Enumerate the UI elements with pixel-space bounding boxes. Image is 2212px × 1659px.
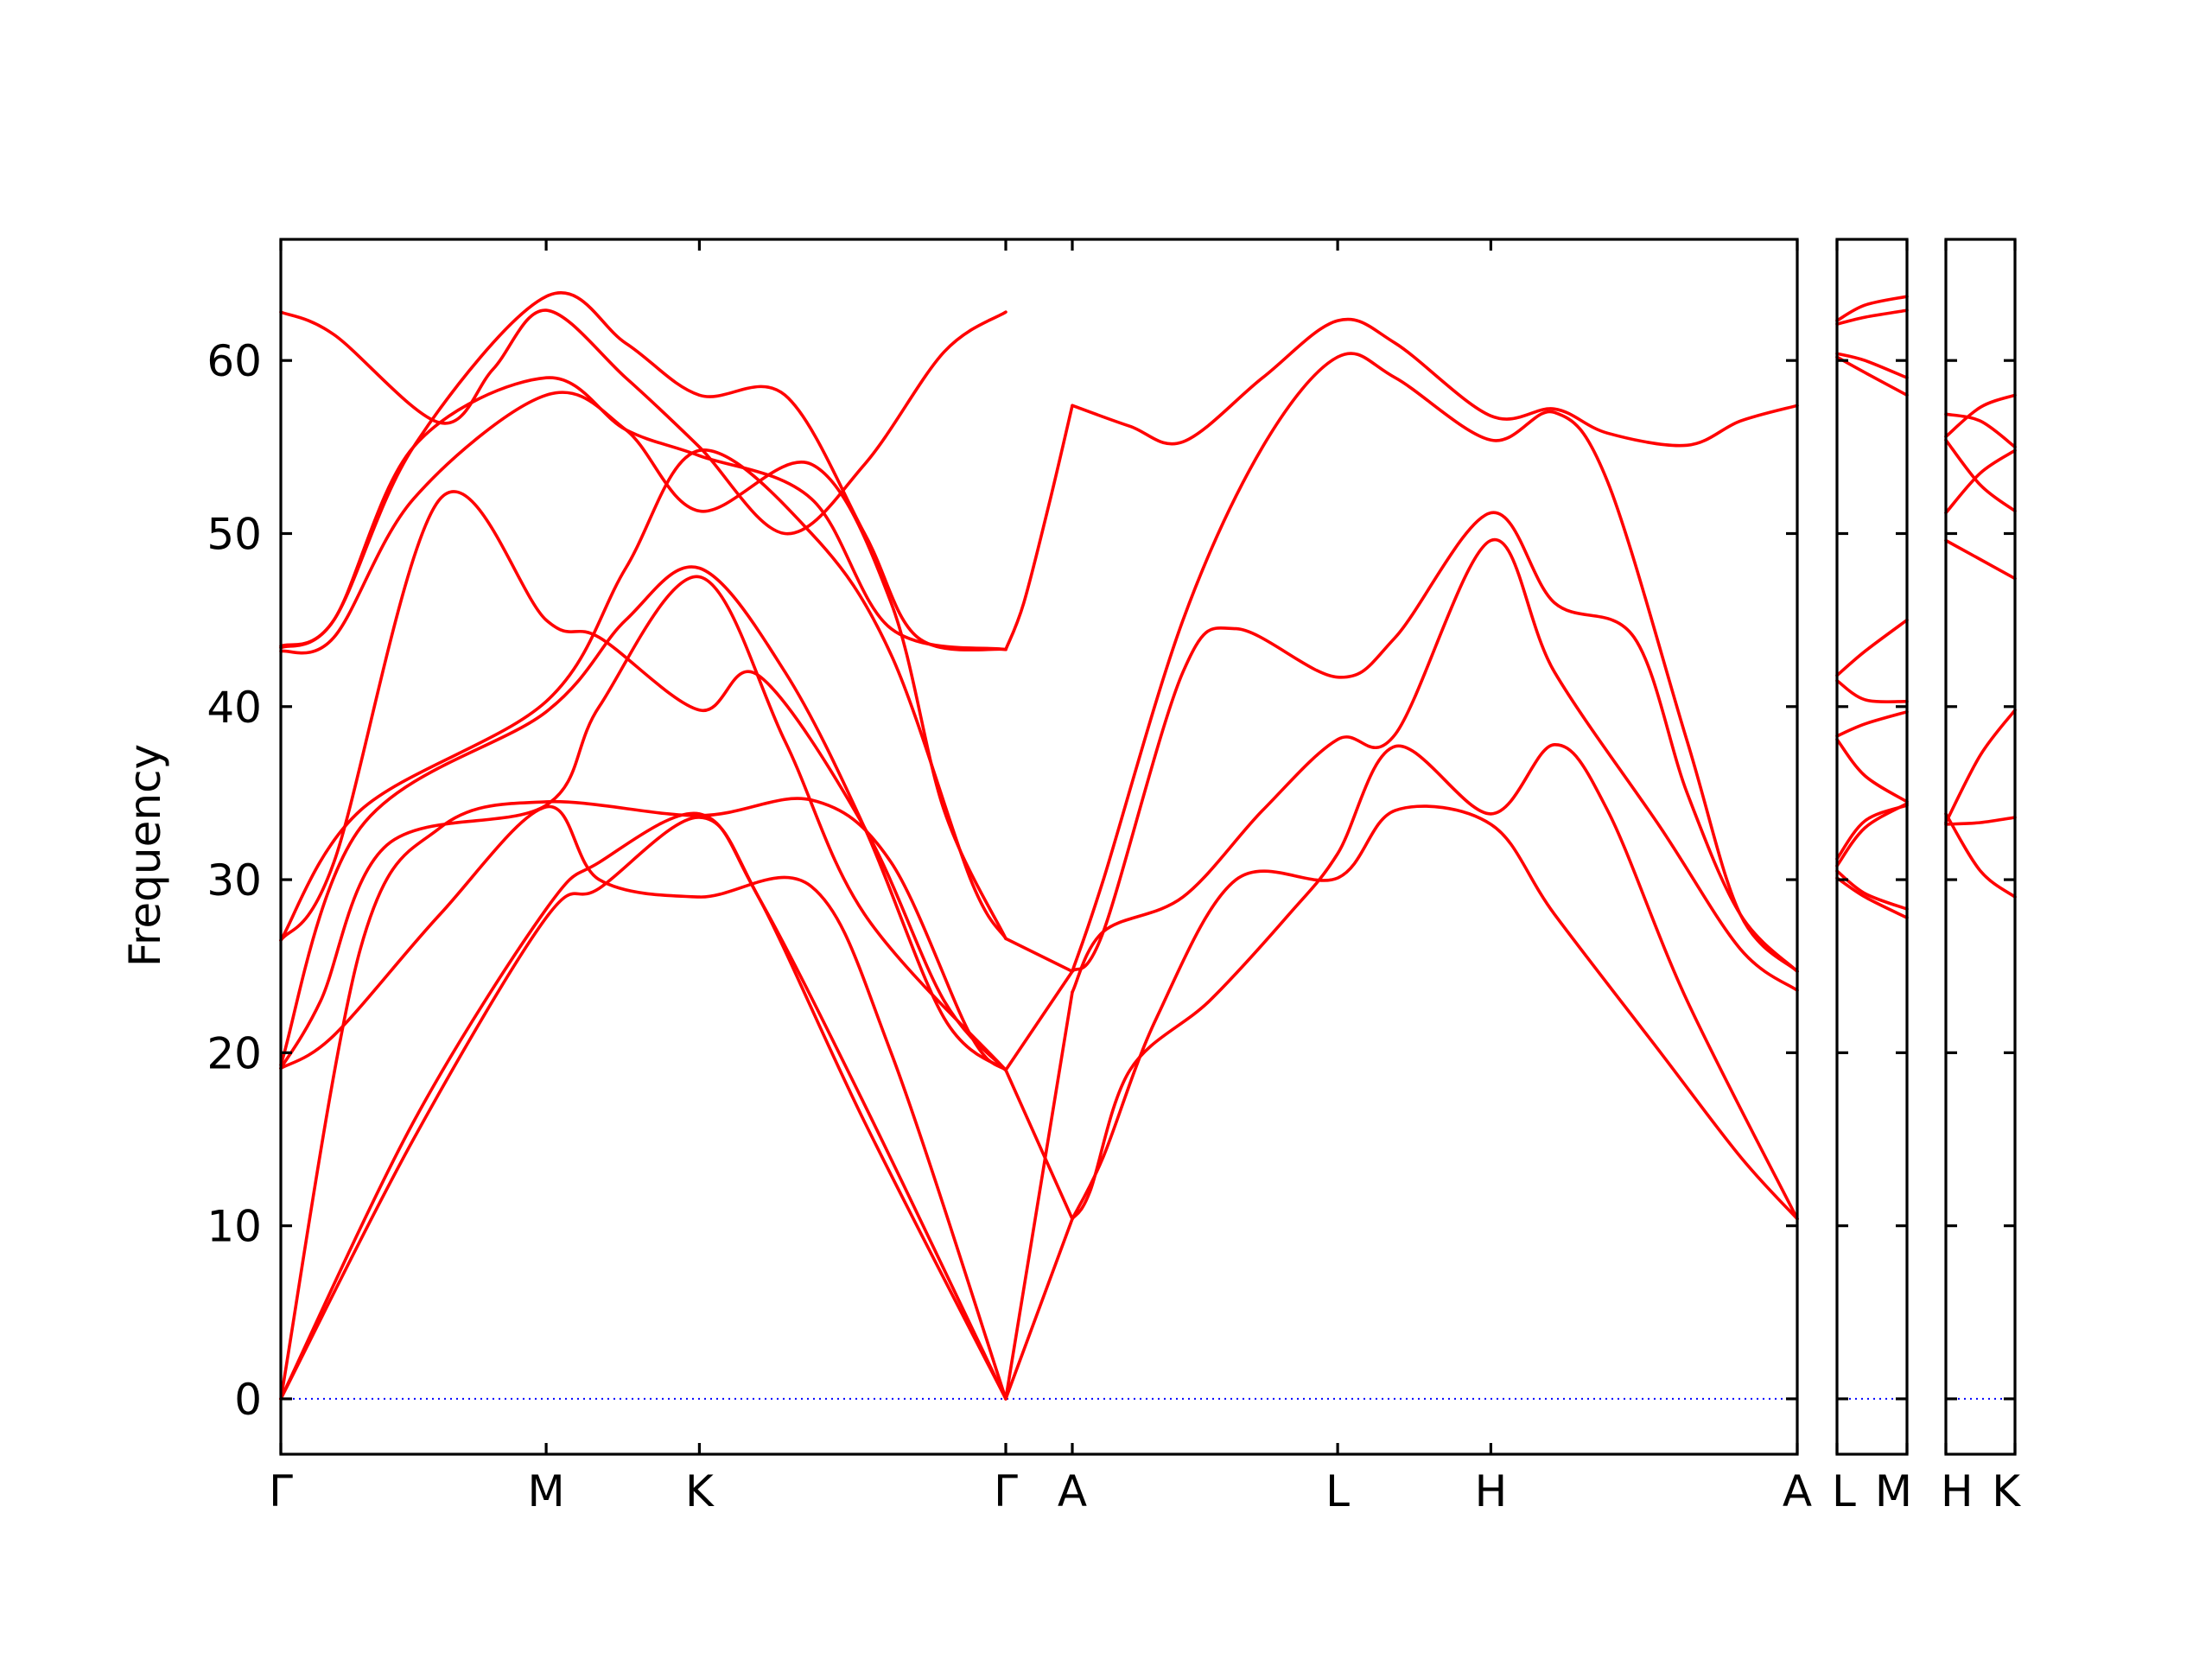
x-tick-label: Γ	[994, 1466, 1018, 1516]
y-axis-tick-labels: 0 10 20 30 40 50 60	[207, 336, 262, 1425]
x-tick-label: M	[1875, 1466, 1912, 1516]
y-axis-label: Frequency	[120, 744, 170, 967]
y-tick-label: 20	[207, 1028, 262, 1078]
band-line-2	[1944, 709, 2017, 824]
band-line-14	[1004, 1068, 1074, 1221]
band-line-19	[1071, 742, 1799, 1221]
band-line-6	[1835, 678, 1909, 703]
band-line-10	[279, 308, 1007, 536]
x-tick-label: H	[1475, 1466, 1508, 1516]
y-tick-label: 50	[207, 509, 262, 559]
band-line-0	[1944, 816, 2017, 826]
band-line-5	[279, 565, 1007, 1072]
band-line-7	[279, 490, 1007, 1072]
x-tick-label: L	[1325, 1466, 1350, 1516]
band-line-9	[1835, 352, 1909, 379]
y-tick-label: 0	[234, 1375, 262, 1425]
band-line-6	[279, 448, 1007, 942]
band-line-15	[1004, 969, 1074, 1072]
band-line-5	[1944, 438, 2017, 513]
band-line-10	[1835, 308, 1909, 326]
band-line-4	[1835, 738, 1909, 804]
band-line-16	[1004, 937, 1074, 973]
band-line-7	[1835, 618, 1909, 677]
band-line-3	[1835, 802, 1909, 868]
band-line-21	[1071, 511, 1799, 973]
x-tick-label: K	[685, 1466, 715, 1516]
plot-frame	[1835, 238, 1909, 1456]
band-line-7	[1944, 393, 2017, 439]
band-line-6	[1944, 412, 2017, 449]
x-tick-label: A	[1058, 1466, 1087, 1516]
band-line-1	[1944, 812, 2017, 899]
plot-frame	[1944, 238, 2017, 1456]
band-line-20	[1071, 537, 1799, 994]
plot-frame	[279, 238, 1799, 1456]
band-line-4	[279, 575, 1007, 1072]
band-line-3	[1944, 538, 2017, 581]
band-line-22	[1071, 352, 1799, 973]
band-line-12	[1004, 1217, 1074, 1401]
band-line-23	[1071, 317, 1799, 448]
x-tick-label: M	[528, 1466, 565, 1516]
band-line-3	[279, 805, 1007, 1401]
band-line-1	[279, 811, 1007, 1401]
band-line-17	[1004, 404, 1074, 652]
x-tick-label: A	[1783, 1466, 1812, 1516]
band-line-4	[1944, 448, 2017, 515]
band-line-11	[279, 291, 1007, 652]
y-tick-label: 40	[207, 683, 262, 733]
band-line-11	[1835, 295, 1909, 322]
x-tick-label: Γ	[269, 1466, 293, 1516]
band-line-13	[1004, 990, 1074, 1401]
x-tick-label: L	[1832, 1466, 1856, 1516]
band-line-2	[279, 797, 1007, 1401]
band-line-0	[279, 816, 1007, 1401]
x-tick-label: K	[1992, 1466, 2021, 1516]
y-tick-label: 10	[207, 1202, 262, 1252]
x-tick-label: H	[1941, 1466, 1974, 1516]
y-tick-label: 30	[207, 855, 262, 906]
band-line-18	[1071, 804, 1799, 1221]
band-line-1	[1835, 869, 1909, 911]
y-tick-label: 60	[207, 336, 262, 386]
band-line-8	[279, 391, 1007, 940]
band-line-0	[1835, 876, 1909, 919]
band-line-5	[1835, 710, 1909, 738]
